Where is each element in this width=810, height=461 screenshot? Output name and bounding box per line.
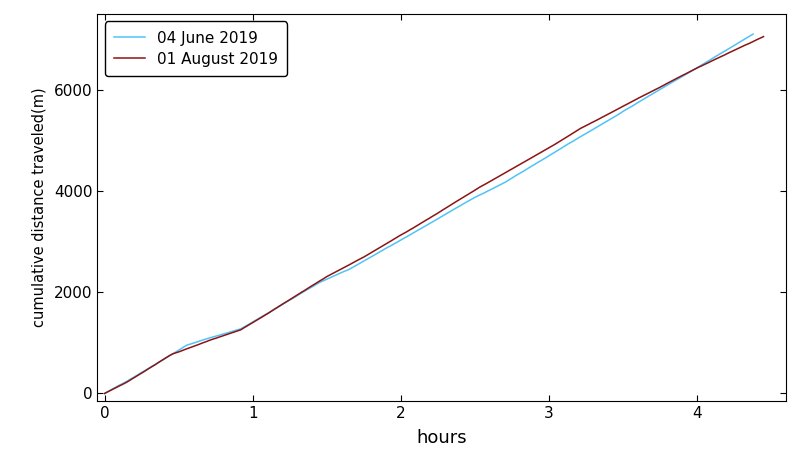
- 01 August 2019: [343, 262, 353, 268]
- 01 August 2019: [612, 107, 621, 112]
- 04 June 2019: [748, 31, 758, 37]
- 04 June 2019: [266, 308, 276, 314]
- 01 August 2019: [574, 126, 584, 132]
- 01 August 2019: [759, 34, 769, 39]
- 01 August 2019: [100, 391, 109, 396]
- 04 June 2019: [100, 391, 109, 396]
- Line: 04 June 2019: 04 June 2019: [104, 34, 753, 394]
- 01 August 2019: [194, 342, 203, 348]
- Legend: 04 June 2019, 01 August 2019: 04 June 2019, 01 August 2019: [104, 22, 287, 76]
- X-axis label: hours: hours: [416, 429, 467, 447]
- 01 August 2019: [653, 85, 663, 91]
- 04 June 2019: [215, 332, 224, 338]
- 04 June 2019: [393, 239, 403, 244]
- 04 June 2019: [533, 160, 543, 165]
- 04 June 2019: [588, 127, 598, 132]
- Y-axis label: cumulative distance traveled(m): cumulative distance traveled(m): [32, 88, 47, 327]
- Line: 01 August 2019: 01 August 2019: [104, 36, 764, 394]
- 01 August 2019: [742, 42, 752, 47]
- 04 June 2019: [482, 189, 492, 194]
